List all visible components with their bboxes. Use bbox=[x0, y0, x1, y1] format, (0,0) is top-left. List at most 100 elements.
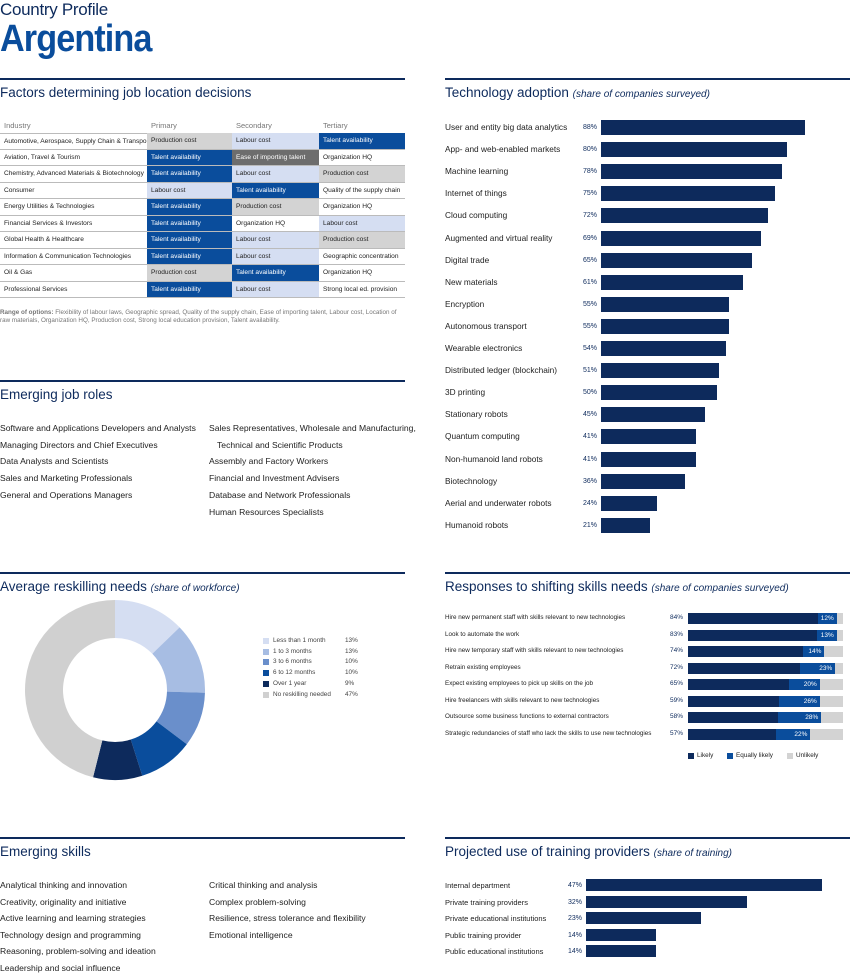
section-title: Emerging job roles bbox=[0, 387, 113, 402]
response-label: Hire new temporary staff with skills rel… bbox=[445, 647, 624, 654]
bar-label: Biotechnology bbox=[445, 475, 498, 486]
table-cell: Organization HQ bbox=[232, 216, 319, 232]
section-title: Emerging skills bbox=[0, 844, 91, 859]
bar-label: Augmented and virtual reality bbox=[445, 232, 553, 243]
legend-swatch bbox=[263, 670, 269, 677]
list-item: Active learning and learning strategies bbox=[0, 913, 146, 924]
bar-label: 3D printing bbox=[445, 387, 486, 398]
table-cell: Organization HQ bbox=[319, 199, 405, 216]
bar-label: Non-humanoid land robots bbox=[445, 453, 543, 464]
stacked-segment-likely bbox=[688, 646, 803, 657]
response-label: Outsource some business functions to ext… bbox=[445, 713, 609, 720]
stacked-segment-equally-likely: 13% bbox=[816, 629, 837, 641]
list-item: Software and Applications Developers and… bbox=[0, 423, 196, 433]
list-item: Assembly and Factory Workers bbox=[209, 456, 329, 467]
bar-label: App- and web-enabled markets bbox=[445, 144, 561, 155]
bar-label: Stationary robots bbox=[445, 409, 508, 420]
stacked-segment-equally-likely: 14% bbox=[802, 646, 825, 657]
table-header: Industry bbox=[4, 121, 31, 130]
response-label: Expect existing employees to pick up ski… bbox=[445, 680, 594, 687]
table-cell: Labour cost bbox=[232, 133, 319, 150]
page-kicker: Country Profile bbox=[0, 0, 108, 19]
response-value: 59% bbox=[670, 696, 684, 704]
legend-swatch bbox=[263, 691, 269, 698]
list-item: Leadership and social influence bbox=[0, 963, 121, 973]
legend-swatch bbox=[263, 648, 269, 655]
table-cell: Labour cost bbox=[319, 215, 405, 232]
bar-label: New materials bbox=[445, 276, 498, 287]
bar-value: 47% bbox=[568, 882, 583, 889]
stacked-segment-likely bbox=[688, 629, 817, 641]
list-item: Analytical thinking and innovation bbox=[0, 880, 128, 890]
table-row-industry: Professional Services bbox=[0, 282, 147, 298]
bar-label: Private training providers bbox=[445, 897, 528, 907]
stacked-segment-equally-likely: 23% bbox=[799, 662, 836, 674]
legend-swatch bbox=[727, 753, 733, 759]
response-value: 84% bbox=[670, 614, 684, 621]
response-value: 65% bbox=[670, 680, 684, 687]
section-tech: Technology adoption (share of companies … bbox=[445, 78, 850, 100]
table-cell: Production cost bbox=[147, 133, 232, 150]
bar bbox=[601, 274, 743, 290]
legend-label: Unlikely bbox=[796, 752, 819, 759]
section-skills: Emerging skills bbox=[0, 837, 405, 859]
bar-label: Quantum computing bbox=[445, 431, 520, 442]
table-cell: Organization HQ bbox=[319, 150, 405, 166]
bar bbox=[601, 142, 787, 158]
bar-value: 24% bbox=[583, 499, 598, 507]
bar-value: 21% bbox=[583, 521, 598, 529]
stacked-segment-unlikely bbox=[819, 695, 843, 707]
bar-value: 41% bbox=[583, 455, 598, 463]
legend-label: Less than 1 month bbox=[273, 637, 326, 644]
legend-label: Likely bbox=[697, 752, 714, 759]
table-cell: Talent availability bbox=[147, 215, 232, 232]
stacked-segment-unlikely bbox=[835, 662, 843, 674]
table-row-industry: Automotive, Aerospace, Supply Chain & Tr… bbox=[0, 133, 147, 150]
bar-label: Private educational institutions bbox=[445, 914, 547, 924]
donut-slice bbox=[152, 627, 206, 693]
stacked-segment-unlikely bbox=[819, 679, 843, 690]
list-item: Sales Representatives, Wholesale and Man… bbox=[209, 423, 416, 433]
bar-label: Aerial and underwater robots bbox=[445, 497, 552, 508]
list-item: Resilience, stress tolerance and flexibi… bbox=[209, 913, 366, 924]
donut-slice bbox=[93, 739, 143, 780]
bar-label: Internal department bbox=[445, 881, 511, 890]
bar bbox=[601, 120, 806, 135]
legend-value: 10% bbox=[345, 669, 358, 677]
table-cell: Production cost bbox=[147, 265, 232, 282]
stacked-segment-equally-likely: 26% bbox=[779, 695, 820, 707]
table-cell: Labour cost bbox=[232, 248, 319, 265]
bar-value: 55% bbox=[583, 300, 598, 308]
bar-value: 55% bbox=[583, 322, 598, 330]
response-label: Retrain existing employees bbox=[445, 663, 521, 671]
table-cell: Organization HQ bbox=[319, 265, 405, 282]
stacked-segment-equally-likely: 20% bbox=[788, 679, 820, 690]
bar bbox=[601, 473, 685, 489]
stacked-segment-likely bbox=[688, 695, 780, 707]
table-cell: Labour cost bbox=[147, 182, 232, 199]
bar-value: 41% bbox=[583, 433, 598, 441]
response-value: 58% bbox=[670, 713, 684, 720]
bar bbox=[601, 517, 650, 533]
bar bbox=[601, 252, 752, 268]
list-item: Data Analysts and Scientists bbox=[0, 456, 109, 467]
response-label: Hire freelancers with skills relevant to… bbox=[445, 696, 600, 704]
bar bbox=[601, 363, 720, 379]
section-title: Factors determining job location decisio… bbox=[0, 85, 252, 100]
bar bbox=[601, 208, 769, 224]
bar bbox=[586, 945, 657, 958]
stacked-segment-likely bbox=[688, 712, 778, 723]
bar-value: 14% bbox=[568, 948, 583, 956]
list-item: Managing Directors and Chief Executives bbox=[0, 439, 158, 450]
table-header: Secondary bbox=[236, 121, 272, 130]
donut-slice bbox=[25, 600, 116, 778]
bar-label: Cloud computing bbox=[445, 210, 508, 221]
bar-label: Distributed ledger (blockchain) bbox=[445, 365, 558, 376]
stacked-segment-equally-likely: 12% bbox=[818, 613, 837, 624]
bar-value: 75% bbox=[583, 190, 598, 198]
note-text: Flexibility of labour laws, Geographic s… bbox=[0, 309, 397, 324]
stacked-segment-likely bbox=[688, 679, 789, 690]
table-cell: Strong local ed. provision bbox=[319, 282, 405, 298]
stacked-segment-unlikely bbox=[810, 728, 843, 740]
response-label: Look to automate the work bbox=[445, 630, 520, 638]
